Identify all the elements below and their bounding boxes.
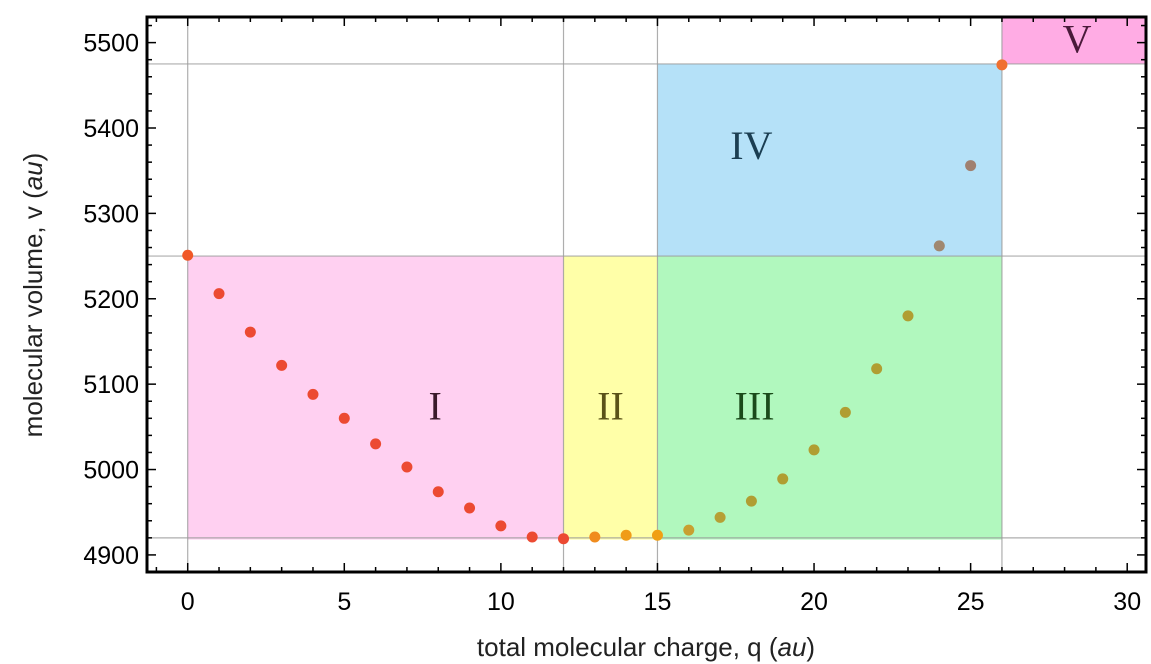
y-axis-label: molecular volume, v (au) xyxy=(18,153,48,438)
data-point xyxy=(777,473,789,485)
data-point xyxy=(276,359,288,371)
y-tick-label: 5400 xyxy=(83,115,139,143)
data-point xyxy=(495,520,507,532)
region-1-rect xyxy=(187,256,564,540)
region-4-rect xyxy=(657,63,1002,257)
data-point xyxy=(307,388,319,400)
region-5-rect xyxy=(1001,17,1146,64)
x-axis-label: total molecular charge, q (au) xyxy=(477,632,815,662)
y-tick-label: 5100 xyxy=(83,371,139,399)
x-tick-label: 20 xyxy=(800,588,828,616)
region-4-label: IV xyxy=(730,123,772,168)
data-point xyxy=(401,461,413,473)
region-2-rect xyxy=(563,256,658,540)
y-tick-label: 5200 xyxy=(83,286,139,314)
region-layer xyxy=(187,17,1146,540)
data-point xyxy=(714,511,726,523)
x-tick-label: 15 xyxy=(644,588,672,616)
data-point xyxy=(839,406,851,418)
tick-layer: 0 5 10 15 20 25 30 4900 5000 5100 5200 5300 5400 5500 xyxy=(83,17,1146,616)
x-tick-label: 25 xyxy=(957,588,985,616)
y-tick-label: 5000 xyxy=(83,457,139,485)
region-5-label: V xyxy=(1063,16,1092,61)
data-point xyxy=(871,363,883,375)
data-point xyxy=(182,249,194,261)
region-1-label: I xyxy=(428,384,441,429)
data-point xyxy=(808,444,820,456)
data-point xyxy=(338,412,350,424)
data-point xyxy=(589,531,601,543)
data-point xyxy=(620,529,632,541)
data-point xyxy=(464,502,476,514)
x-tick-label: 30 xyxy=(1113,588,1141,616)
data-point xyxy=(370,438,382,450)
data-point xyxy=(558,533,570,545)
data-point xyxy=(996,59,1008,71)
y-tick-label: 4900 xyxy=(83,542,139,570)
region-3-label: III xyxy=(735,384,775,429)
data-point xyxy=(745,495,757,507)
x-tick-label: 5 xyxy=(337,588,351,616)
x-tick-label: 0 xyxy=(181,588,195,616)
data-point xyxy=(683,524,695,536)
region-2-label: II xyxy=(597,384,624,429)
region-3-rect xyxy=(657,256,1002,540)
data-point-layer xyxy=(182,59,1008,545)
y-tick-label: 5500 xyxy=(83,30,139,58)
data-point xyxy=(933,240,945,252)
x-tick-label: 10 xyxy=(487,588,515,616)
data-point xyxy=(213,288,225,300)
data-point xyxy=(432,486,444,498)
gridline-layer xyxy=(147,17,1146,572)
data-point xyxy=(526,531,538,543)
data-point xyxy=(965,160,977,172)
y-tick-label: 5300 xyxy=(83,200,139,228)
plot-border xyxy=(145,15,1148,574)
data-point xyxy=(902,310,914,322)
data-point xyxy=(651,529,663,541)
data-point xyxy=(244,326,256,338)
